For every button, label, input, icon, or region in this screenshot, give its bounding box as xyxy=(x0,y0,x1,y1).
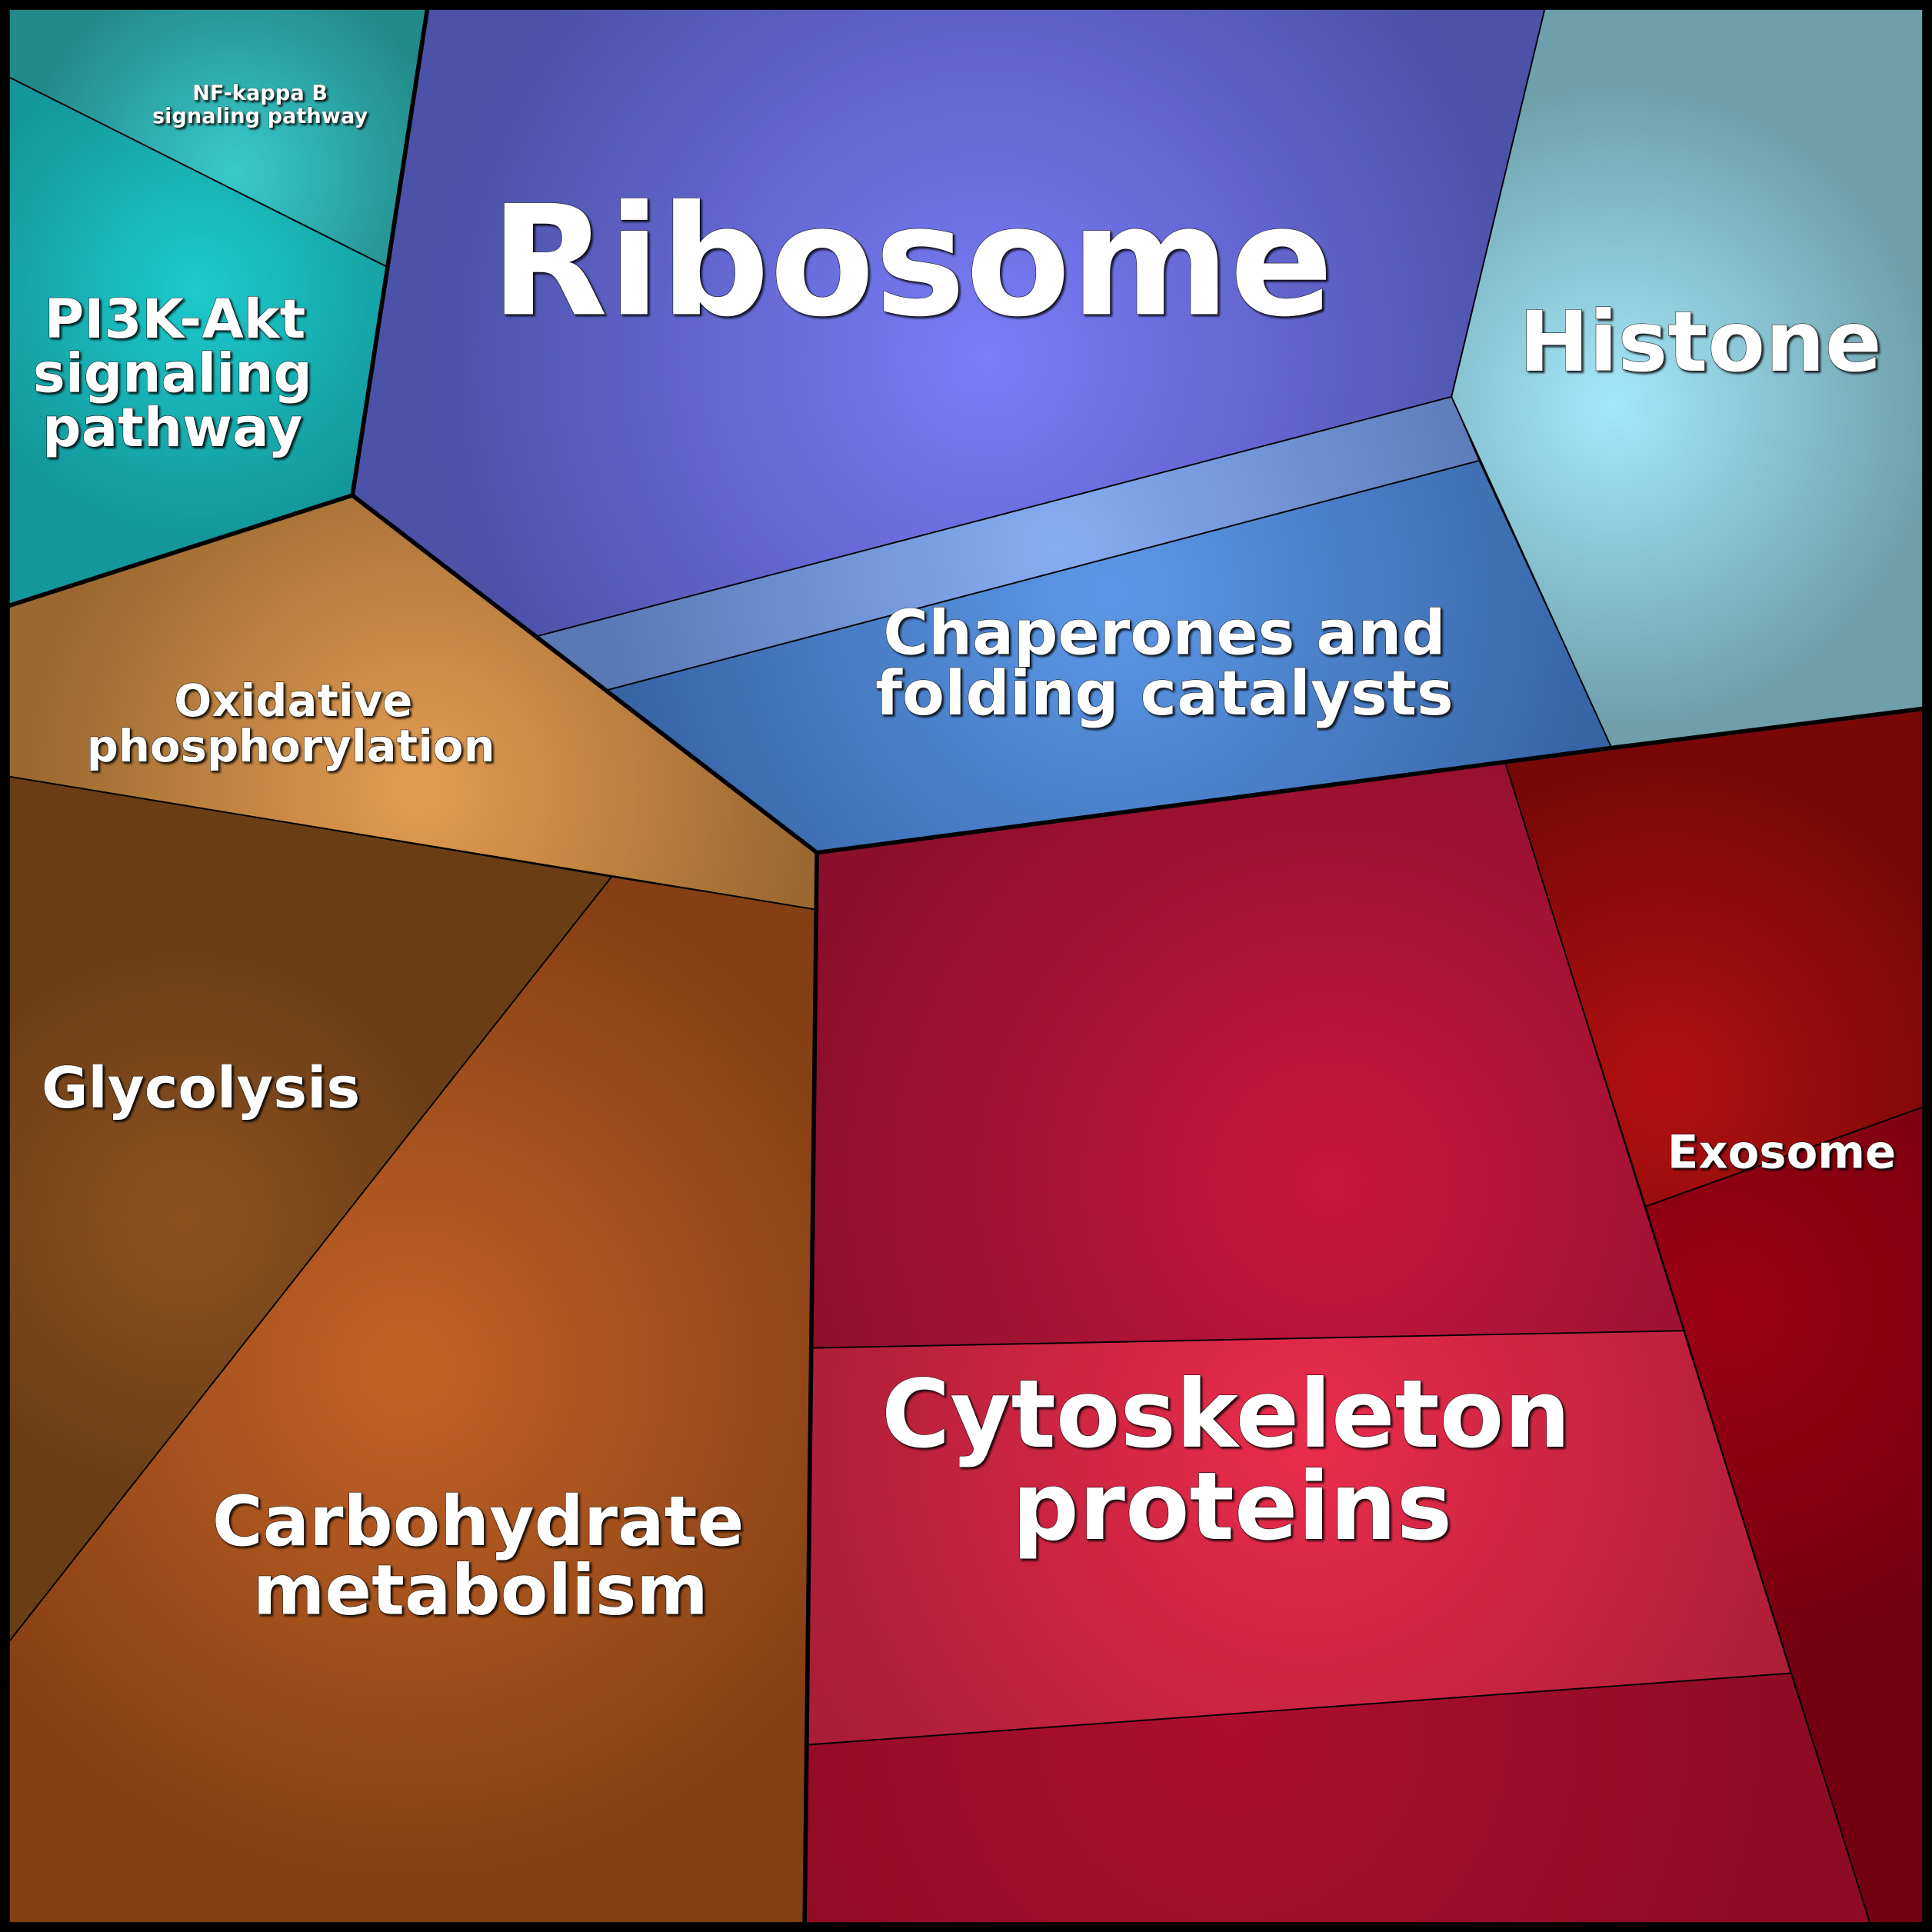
cell-pi3k-akt[interactable] xyxy=(7,76,386,607)
cell-cytoskeleton-top[interactable] xyxy=(813,764,1684,1348)
label-ribosome: Ribosome xyxy=(490,173,1333,351)
cell-carbohydrate-metabolism[interactable] xyxy=(7,877,814,1925)
cell-histone[interactable] xyxy=(1451,7,1925,748)
cell-glycolysis[interactable] xyxy=(7,776,611,1644)
label-pi3k-akt: PI3K-Akt signaling pathway xyxy=(33,288,312,459)
cell-exosome-lower[interactable] xyxy=(1646,1106,1925,1925)
cell-nfkb[interactable] xyxy=(7,7,428,267)
label-chaperones: Chaperones and folding catalysts xyxy=(875,598,1454,730)
label-histone: Histone xyxy=(1519,293,1882,391)
label-carbohydrate: Carbohydrate metabolism xyxy=(212,1482,744,1631)
cell-cytoskeleton-bottom[interactable] xyxy=(804,1673,1870,1925)
cell-exosome[interactable] xyxy=(1505,708,1925,1207)
label-exosome: Exosome xyxy=(1667,1126,1896,1179)
cell-chaperones-upper[interactable] xyxy=(538,396,1479,691)
thin-borders xyxy=(6,7,1925,1925)
cell-cytoskeleton[interactable] xyxy=(808,1331,1790,1745)
cell-chaperones[interactable] xyxy=(607,461,1612,853)
cell-oxidative-phosphorylation[interactable] xyxy=(7,495,818,910)
label-oxidative: Oxidative phosphorylation xyxy=(87,675,495,772)
label-glycolysis: Glycolysis xyxy=(42,1056,360,1121)
label-cytoskeleton: Cytoskeleton proteins xyxy=(881,1360,1571,1561)
cell-ribosome[interactable] xyxy=(352,7,1545,636)
